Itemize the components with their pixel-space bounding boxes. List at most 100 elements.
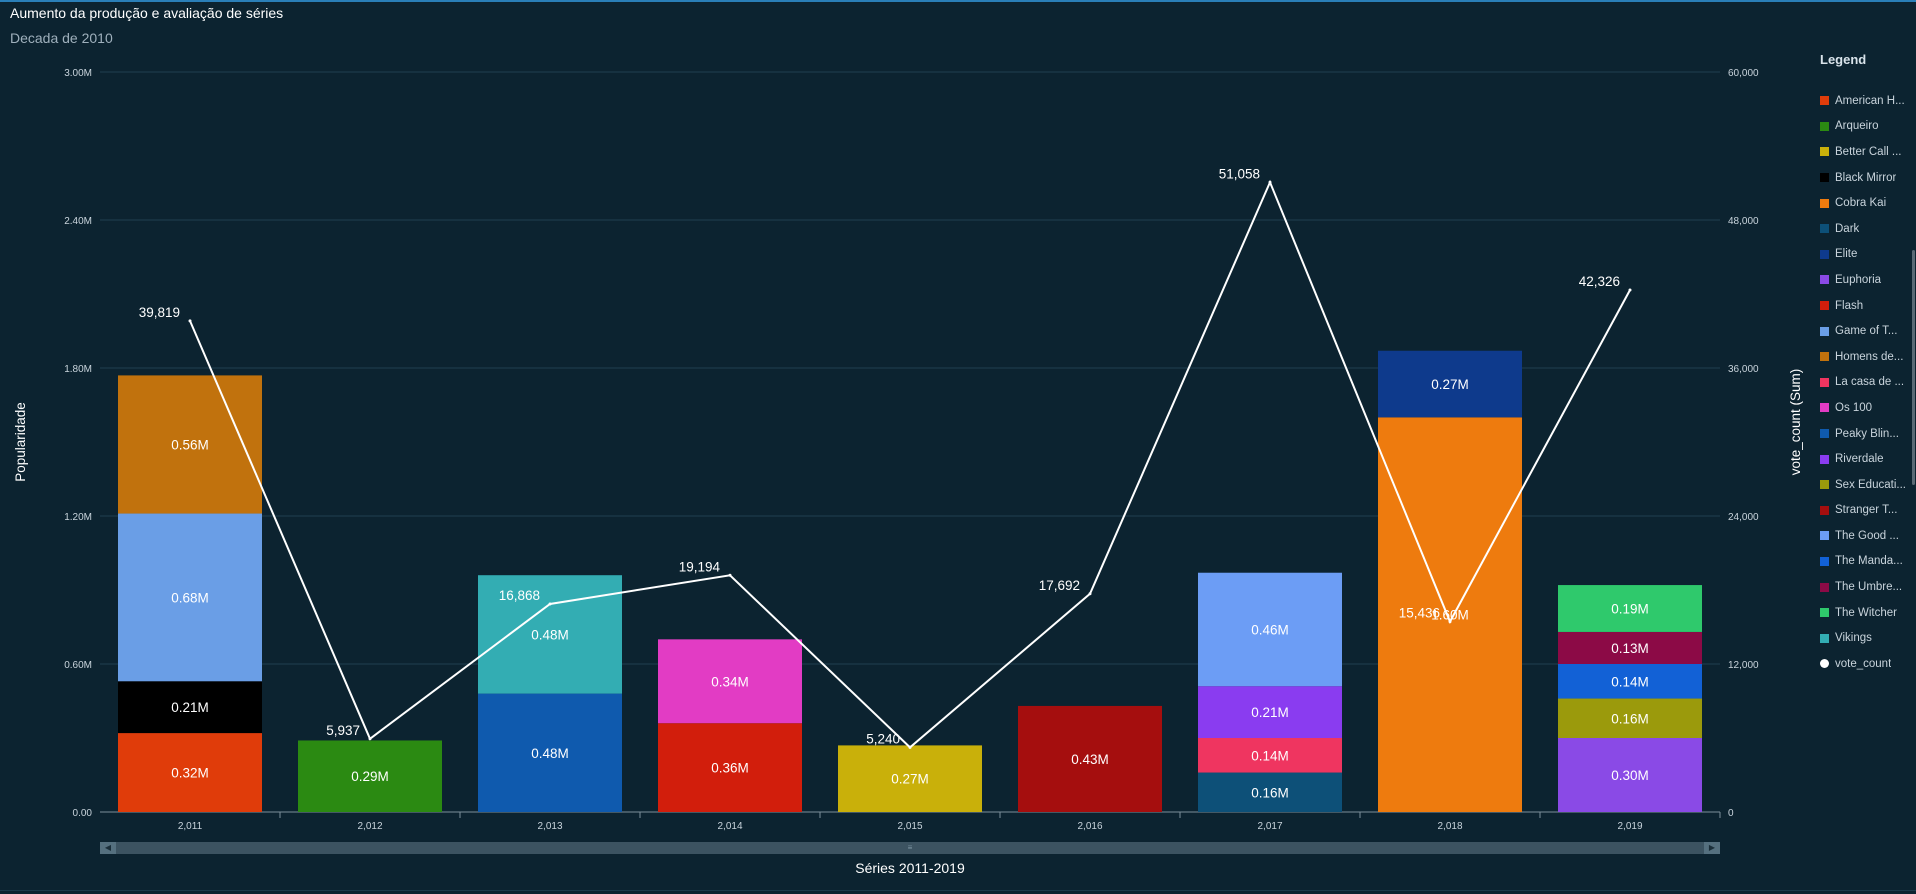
legend-label: American H... bbox=[1835, 94, 1905, 107]
line-value-label: 51,058 bbox=[1219, 166, 1260, 181]
y-tick-label: 3.00M bbox=[64, 68, 92, 79]
legend-item[interactable]: The Umbre... bbox=[1820, 574, 1912, 600]
bar-value-label: 0.16M bbox=[1611, 711, 1649, 726]
legend-item[interactable]: The Manda... bbox=[1820, 549, 1912, 575]
legend-swatch bbox=[1820, 301, 1829, 311]
y2-tick-label: 24,000 bbox=[1728, 512, 1759, 523]
bar-value-label: 0.16M bbox=[1251, 785, 1289, 800]
legend-swatch bbox=[1820, 582, 1829, 592]
legend-item[interactable]: Cobra Kai bbox=[1820, 190, 1912, 216]
legend-swatch bbox=[1820, 377, 1829, 387]
legend-item[interactable]: La casa de ... bbox=[1820, 370, 1912, 396]
bottom-divider bbox=[0, 890, 1916, 891]
legend-item[interactable]: Homens de... bbox=[1820, 344, 1912, 370]
line-value-label: 5,240 bbox=[866, 731, 900, 746]
top-accent-line bbox=[0, 0, 1916, 2]
legend-item[interactable]: Peaky Blin... bbox=[1820, 421, 1912, 447]
x-tick-label: 2,018 bbox=[1437, 821, 1462, 832]
bar-value-label: 0.34M bbox=[711, 674, 749, 689]
y-tick-label: 1.20M bbox=[64, 512, 92, 523]
bar-segment bbox=[1558, 585, 1702, 632]
legend-label: Dark bbox=[1835, 222, 1860, 235]
vote-count-point bbox=[1448, 620, 1452, 624]
bar-segment bbox=[118, 681, 262, 734]
legend-label: Arqueiro bbox=[1835, 120, 1879, 133]
vote-count-point bbox=[908, 745, 912, 749]
vote-count-point bbox=[728, 573, 732, 577]
legend-swatch bbox=[1820, 608, 1829, 618]
scroll-grip-icon[interactable]: ≡ bbox=[907, 843, 913, 852]
scroll-right-button[interactable]: ▶ bbox=[1704, 842, 1720, 854]
y-tick-label: 0.60M bbox=[64, 660, 92, 671]
bar-value-label: 0.56M bbox=[171, 437, 209, 452]
y2-tick-label: 12,000 bbox=[1728, 660, 1759, 671]
y-axis-title: Popularidade bbox=[13, 402, 28, 482]
legend-swatch bbox=[1820, 633, 1829, 643]
legend: American H... Arqueiro Better Call ... Blac… bbox=[1820, 88, 1912, 677]
bar-value-label: 0.68M bbox=[171, 590, 209, 605]
legend-item[interactable]: Game of T... bbox=[1820, 318, 1912, 344]
legend-label: Cobra Kai bbox=[1835, 197, 1887, 210]
legend-item[interactable]: Os 100 bbox=[1820, 395, 1912, 421]
bar-value-label: 0.48M bbox=[531, 746, 569, 761]
legend-label: Homens de... bbox=[1835, 350, 1904, 363]
bar-value-label: 0.29M bbox=[351, 769, 389, 784]
legend-item[interactable]: American H... bbox=[1820, 88, 1912, 114]
bar-value-label: 1.60M bbox=[1431, 608, 1469, 623]
bar-value-label: 0.48M bbox=[531, 627, 569, 642]
bar-value-label: 0.27M bbox=[891, 772, 929, 787]
legend-item[interactable]: Euphoria bbox=[1820, 267, 1912, 293]
legend-item[interactable]: Elite bbox=[1820, 242, 1912, 268]
legend-label: The Good ... bbox=[1835, 529, 1899, 542]
vote-count-point bbox=[548, 602, 552, 606]
legend-item[interactable]: Vikings bbox=[1820, 625, 1912, 651]
legend-item[interactable]: Arqueiro bbox=[1820, 114, 1912, 140]
legend-label: Riverdale bbox=[1835, 453, 1884, 466]
bar-segment bbox=[478, 693, 622, 812]
legend-label: Euphoria bbox=[1835, 273, 1882, 286]
legend-item[interactable]: Dark bbox=[1820, 216, 1912, 242]
bar-segment bbox=[118, 375, 262, 514]
legend-item[interactable]: Flash bbox=[1820, 293, 1912, 319]
legend-swatch bbox=[1820, 198, 1829, 208]
line-value-label: 42,326 bbox=[1579, 274, 1620, 289]
legend-swatch bbox=[1820, 275, 1829, 285]
bar-segment bbox=[1198, 738, 1342, 773]
legend-item[interactable]: Sex Educati... bbox=[1820, 472, 1912, 498]
legend-label: The Witcher bbox=[1835, 606, 1897, 619]
legend-item[interactable]: The Good ... bbox=[1820, 523, 1912, 549]
chart-title: Aumento da produção e avaliação de série… bbox=[10, 5, 284, 21]
y2-tick-label: 60,000 bbox=[1728, 68, 1759, 79]
bar-segment bbox=[1558, 738, 1702, 812]
legend-item[interactable]: vote_count bbox=[1820, 651, 1912, 677]
vote-count-point bbox=[368, 737, 372, 741]
bar-value-label: 0.46M bbox=[1251, 622, 1289, 637]
y2-tick-label: 36,000 bbox=[1728, 364, 1759, 375]
scroll-left-button[interactable]: ◀ bbox=[100, 842, 116, 854]
bar-segment bbox=[118, 513, 262, 682]
vote-count-point bbox=[1088, 592, 1092, 596]
legend-label: Stranger T... bbox=[1835, 504, 1898, 517]
bar-value-label: 0.21M bbox=[1251, 705, 1289, 720]
bar-segment bbox=[1558, 631, 1702, 664]
bar-value-label: 0.14M bbox=[1611, 674, 1649, 689]
legend-item[interactable]: Stranger T... bbox=[1820, 498, 1912, 524]
legend-swatch bbox=[1820, 352, 1829, 362]
legend-item[interactable]: Riverdale bbox=[1820, 446, 1912, 472]
legend-swatch bbox=[1820, 429, 1829, 439]
horizontal-scrollbar[interactable]: ◀ ≡ ▶ bbox=[100, 842, 1720, 854]
legend-item[interactable]: The Witcher bbox=[1820, 600, 1912, 626]
bar-segment bbox=[658, 723, 802, 812]
legend-swatch bbox=[1820, 505, 1829, 515]
vote-count-point bbox=[1268, 180, 1272, 184]
legend-swatch bbox=[1820, 480, 1829, 490]
y2-tick-label: 48,000 bbox=[1728, 216, 1759, 227]
legend-scrollbar[interactable] bbox=[1912, 250, 1915, 485]
legend-item[interactable]: Better Call ... bbox=[1820, 139, 1912, 165]
legend-label: The Umbre... bbox=[1835, 581, 1903, 594]
legend-swatch bbox=[1820, 531, 1829, 541]
bar-value-label: 0.13M bbox=[1611, 641, 1649, 656]
legend-item[interactable]: Black Mirror bbox=[1820, 165, 1912, 191]
legend-swatch bbox=[1820, 249, 1829, 259]
y2-axis-title: vote_count (Sum) bbox=[1788, 369, 1803, 476]
